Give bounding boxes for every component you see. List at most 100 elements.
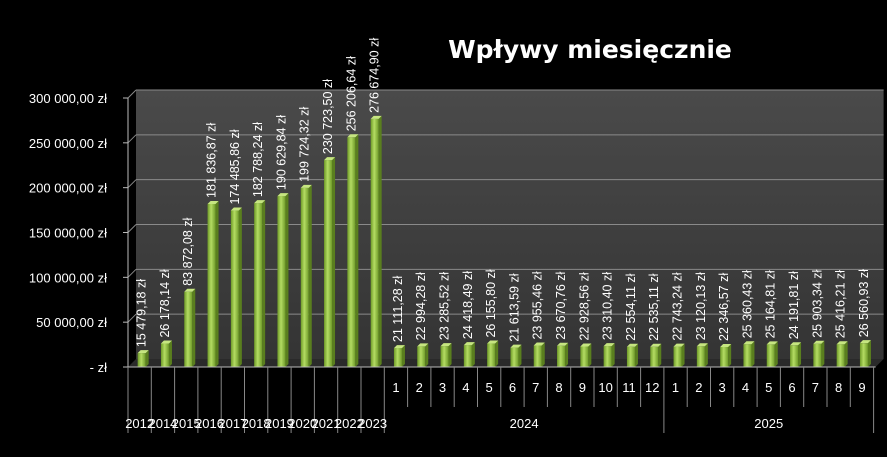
data-label: 24 191,81 zł xyxy=(787,271,801,339)
data-label: 174 485,86 zł xyxy=(228,129,242,204)
bar-side xyxy=(565,342,569,367)
data-label: 190 629,84 zł xyxy=(274,115,288,190)
data-label: 199 724,32 zł xyxy=(298,107,312,182)
data-label: 22 743,24 zł xyxy=(671,272,685,340)
data-label: 182 788,24 zł xyxy=(251,122,265,197)
bar-side xyxy=(728,343,732,367)
bar-top xyxy=(557,342,569,346)
x-tick-label: 2020 xyxy=(288,416,317,431)
bar-top xyxy=(300,184,312,188)
bar-top xyxy=(650,343,662,347)
bar-side xyxy=(448,343,452,367)
bar xyxy=(603,346,612,367)
bar-top xyxy=(836,341,848,345)
bar-side xyxy=(658,343,662,367)
bar xyxy=(300,187,309,367)
bar-side xyxy=(425,343,429,367)
x-tick-label: 8 xyxy=(835,380,842,395)
bar-top xyxy=(463,342,475,346)
bar-side xyxy=(401,345,405,367)
bar-top xyxy=(743,341,755,345)
x-tick-label: 9 xyxy=(579,380,586,395)
bar xyxy=(766,344,775,367)
bar xyxy=(626,346,635,367)
y-tick-label: 200 000,00 zł xyxy=(29,181,107,196)
bar-side xyxy=(704,343,708,367)
bar-top xyxy=(696,343,708,347)
x-tick-label: 2022 xyxy=(335,416,364,431)
y-tick-label: 250 000,00 zł xyxy=(29,136,107,151)
bar-top xyxy=(277,193,289,197)
bar-side xyxy=(681,343,685,367)
chart-title: Wpływy miesięcznie xyxy=(448,35,732,64)
gridline-diagonal xyxy=(127,268,137,278)
bar xyxy=(790,345,799,367)
x-tick-label: 1 xyxy=(392,380,399,395)
x-tick-label: 2018 xyxy=(242,416,271,431)
bar-side xyxy=(192,288,196,367)
bar-side xyxy=(634,343,638,367)
bar xyxy=(137,353,146,367)
bar xyxy=(347,137,356,367)
x-tick-label: 7 xyxy=(532,380,539,395)
x-tick-label: 2017 xyxy=(218,416,247,431)
bar xyxy=(370,118,379,367)
bar-side xyxy=(495,340,499,367)
bar-side xyxy=(262,200,266,367)
x-tick-label: 2014 xyxy=(148,416,177,431)
bar xyxy=(440,346,449,367)
bar xyxy=(324,160,333,367)
bar-top xyxy=(184,288,196,292)
x-tick-label: 2 xyxy=(416,380,423,395)
gridline-diagonal xyxy=(127,313,137,323)
data-label: 21 111,28 zł xyxy=(391,276,405,342)
data-label: 23 285,52 zł xyxy=(438,272,452,340)
bar xyxy=(254,203,263,367)
data-label: 25 416,21 zł xyxy=(834,270,848,338)
bar-side xyxy=(541,342,545,367)
data-label: 256 206,64 zł xyxy=(344,56,358,131)
bar-top xyxy=(766,341,778,345)
bar-top xyxy=(720,343,732,347)
data-label: 23 670,76 zł xyxy=(554,271,568,339)
data-label: 22 994,28 zł xyxy=(414,272,428,340)
bar-side xyxy=(867,340,871,367)
bar-side xyxy=(308,184,312,367)
y-tick-label: 300 000,00 zł xyxy=(29,91,107,106)
bar xyxy=(277,196,286,367)
x-tick-label: 5 xyxy=(765,380,772,395)
data-label: 15 479,18 zł xyxy=(135,279,149,347)
bar-side xyxy=(471,342,475,367)
x-tick-label: 2015 xyxy=(172,416,201,431)
bar xyxy=(393,348,402,367)
bar-side xyxy=(238,207,242,367)
x-tick-label: 7 xyxy=(812,380,819,395)
bar xyxy=(580,346,589,367)
bar-top xyxy=(580,343,592,347)
bar xyxy=(696,346,705,367)
bar-top xyxy=(370,115,382,119)
bar xyxy=(859,343,868,367)
y-tick-label: 150 000,00 zł xyxy=(29,226,107,241)
x-tick-label: 6 xyxy=(788,380,795,395)
bar-top xyxy=(510,344,522,348)
x-tick-label: 2023 xyxy=(358,416,387,431)
data-label: 26 155,80 zł xyxy=(484,269,498,337)
bar-side xyxy=(588,343,592,367)
data-label: 83 872,08 zł xyxy=(181,217,195,285)
data-label: 181 836,87 zł xyxy=(205,123,219,198)
bar-top xyxy=(207,200,219,204)
bar-top xyxy=(533,342,545,346)
bar xyxy=(230,210,239,367)
bar-top xyxy=(626,343,638,347)
y-tick-label: - zł xyxy=(90,360,107,375)
data-label: 22 554,11 zł xyxy=(624,273,638,340)
gridline-diagonal xyxy=(127,134,137,144)
bar xyxy=(510,347,519,367)
x-tick-label: 2021 xyxy=(312,416,341,431)
bar-side xyxy=(844,341,848,367)
bar-top xyxy=(324,157,336,161)
bar xyxy=(487,343,496,367)
y-tick-label: 100 000,00 zł xyxy=(29,270,107,285)
bar-side xyxy=(145,350,149,367)
